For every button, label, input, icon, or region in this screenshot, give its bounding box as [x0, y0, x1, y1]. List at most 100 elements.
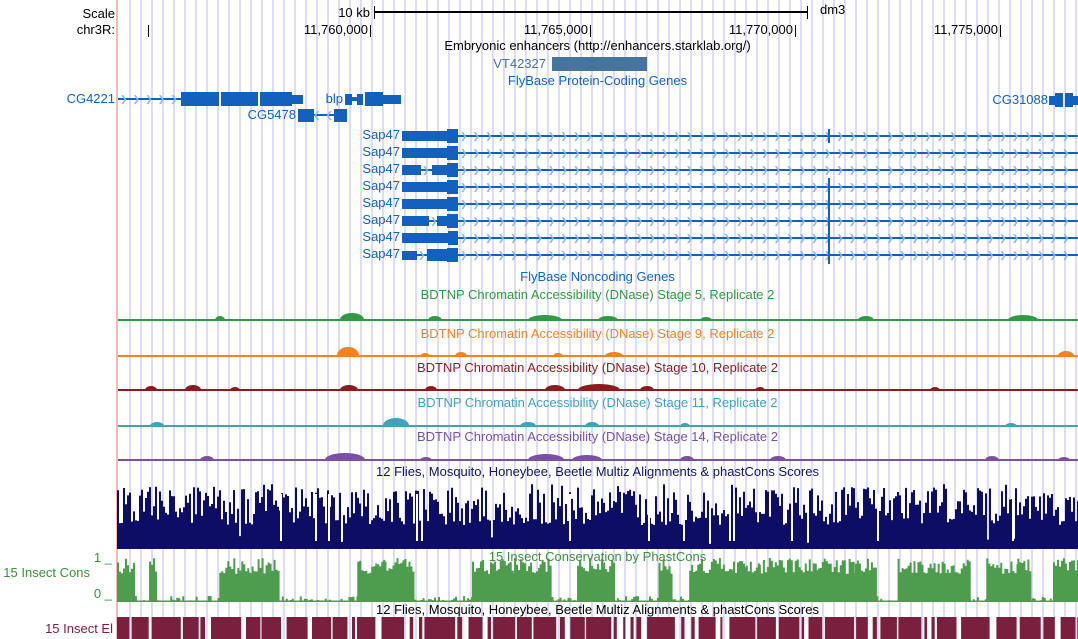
gene-exon-sap47[interactable]	[432, 165, 447, 175]
wiggle-peak-bdtnp-1[interactable]	[553, 353, 563, 357]
wiggle-baseline-bdtnp-1[interactable]	[118, 355, 1078, 357]
wiggle-peak-bdtnp-2[interactable]	[930, 387, 940, 391]
gene-exon-blp[interactable]	[383, 94, 401, 104]
gene-exon-sap47-distal[interactable]	[828, 195, 830, 213]
gene-exon-sap47[interactable]	[447, 163, 458, 177]
wiggle-peak-bdtnp-0[interactable]	[340, 313, 364, 321]
wiggle-peak-bdtnp-4[interactable]	[770, 456, 786, 461]
wiggle-peak-bdtnp-3[interactable]	[383, 418, 409, 427]
wiggle-peak-bdtnp-1[interactable]	[337, 347, 359, 357]
gene-label-cg4221[interactable]: CG4221	[66, 91, 115, 106]
gene-intron-cg5478[interactable]	[314, 114, 334, 116]
insect-elements-track[interactable]	[117, 617, 1078, 639]
gene-label-sap47[interactable]: Sap47	[362, 195, 400, 210]
gene-exon-sap47-distal[interactable]	[828, 129, 830, 143]
wiggle-peak-bdtnp-3[interactable]	[150, 422, 164, 427]
gene-exon-sap47[interactable]	[448, 231, 458, 245]
wiggle-peak-bdtnp-4[interactable]	[200, 456, 214, 461]
wiggle-peak-bdtnp-4[interactable]	[1058, 457, 1070, 461]
gene-exon-cg31088[interactable]	[1073, 95, 1078, 105]
gene-exon-sap47[interactable]	[402, 131, 447, 141]
gene-exon-sap47[interactable]	[402, 199, 447, 209]
wiggle-peak-bdtnp-3[interactable]	[520, 422, 536, 427]
gene-exon-sap47[interactable]	[402, 165, 421, 175]
gene-exon-cg31088[interactable]	[1049, 95, 1055, 105]
gene-intron-sap47[interactable]	[402, 169, 458, 171]
gene-exon-cg4221[interactable]	[292, 94, 303, 104]
gene-exon-sap47[interactable]	[437, 216, 447, 226]
gene-exon-sap47[interactable]	[402, 233, 448, 243]
enhancer-item-label[interactable]: VT42327	[493, 56, 546, 71]
gene-exon-blp[interactable]	[357, 93, 363, 105]
gene-label-sap47[interactable]: Sap47	[362, 161, 400, 176]
coordinate-label[interactable]: 11,775,000	[933, 22, 998, 37]
wiggle-peak-bdtnp-4[interactable]	[325, 453, 365, 461]
gene-intron-sap47[interactable]	[458, 152, 1078, 154]
gene-exon-cg5478[interactable]	[334, 108, 347, 122]
wiggle-peak-bdtnp-0[interactable]	[215, 316, 225, 321]
gene-intron-sap47[interactable]	[458, 186, 1078, 188]
wiggle-peak-bdtnp-2[interactable]	[640, 386, 654, 391]
gene-exon-cg31088[interactable]	[1055, 93, 1063, 107]
wiggle-peak-bdtnp-2[interactable]	[185, 385, 201, 391]
wiggle-peak-bdtnp-0[interactable]	[528, 315, 562, 321]
phastcons-left-label[interactable]: 15 Insect Cons	[3, 565, 90, 580]
gene-exon-cg31088[interactable]	[1065, 93, 1073, 107]
wiggle-peak-bdtnp-4[interactable]	[528, 454, 564, 461]
gene-exon-sap47-distal[interactable]	[828, 178, 830, 196]
gene-exon-cg4221[interactable]	[260, 92, 292, 106]
gene-exon-sap47[interactable]	[427, 249, 447, 261]
gene-label-sap47[interactable]: Sap47	[362, 178, 400, 193]
wiggle-peak-bdtnp-2[interactable]	[230, 387, 240, 391]
wiggle-peak-bdtnp-0[interactable]	[700, 317, 712, 321]
gene-exon-blp[interactable]	[345, 93, 352, 105]
coordinate-tick[interactable]	[1000, 25, 1001, 37]
wiggle-peak-bdtnp-4[interactable]	[680, 456, 694, 461]
gene-exon-sap47[interactable]	[402, 148, 447, 158]
gene-label-sap47[interactable]: Sap47	[362, 144, 400, 159]
gene-exon-sap47-distal[interactable]	[828, 212, 830, 230]
wiggle-peak-bdtnp-0[interactable]	[1008, 315, 1038, 321]
wiggle-peak-bdtnp-4[interactable]	[420, 457, 432, 461]
insect-elements-left-label[interactable]: 15 Insect El	[45, 621, 113, 636]
wiggle-peak-bdtnp-2[interactable]	[578, 384, 620, 391]
wiggle-peak-bdtnp-2[interactable]	[545, 385, 565, 391]
gene-exon-sap47[interactable]	[447, 197, 458, 211]
gene-intron-sap47[interactable]	[458, 237, 1078, 239]
gene-exon-sap47[interactable]	[402, 182, 447, 192]
wiggle-peak-bdtnp-3[interactable]	[585, 422, 599, 427]
gene-exon-sap47[interactable]	[402, 250, 417, 260]
gene-exon-sap47[interactable]	[447, 146, 458, 160]
gene-intron-sap47[interactable]	[458, 254, 1078, 256]
gene-label-sap47[interactable]: Sap47	[362, 246, 400, 261]
gene-exon-cg4221[interactable]	[181, 92, 219, 106]
gene-label-cg5478[interactable]: CG5478	[247, 107, 296, 122]
wiggle-peak-bdtnp-1[interactable]	[1058, 351, 1074, 357]
wiggle-peak-bdtnp-3[interactable]	[1005, 423, 1017, 427]
gene-intron-sap47[interactable]	[458, 135, 1078, 137]
gene-exon-sap47-distal[interactable]	[828, 246, 830, 264]
gene-intron-sap47[interactable]	[402, 220, 458, 222]
wiggle-peak-bdtnp-2[interactable]	[340, 385, 358, 391]
wiggle-peak-bdtnp-1[interactable]	[605, 352, 623, 357]
gene-exon-sap47[interactable]	[447, 129, 458, 143]
wiggle-peak-bdtnp-2[interactable]	[755, 387, 765, 391]
wiggle-peak-bdtnp-1[interactable]	[455, 352, 467, 357]
gene-exon-cg5478[interactable]	[298, 108, 314, 122]
coordinate-label[interactable]: 11,760,000	[303, 22, 368, 37]
phastcons-conservation-track[interactable]	[117, 556, 1078, 602]
gene-intron-sap47[interactable]	[458, 169, 1078, 171]
wiggle-peak-bdtnp-0[interactable]	[858, 316, 874, 321]
gene-label-sap47[interactable]: Sap47	[362, 229, 400, 244]
gene-exon-blp[interactable]	[352, 97, 357, 101]
gene-label-sap47[interactable]: Sap47	[362, 212, 400, 227]
gene-label-sap47[interactable]: Sap47	[362, 127, 400, 142]
gene-intron-sap47[interactable]	[458, 220, 1078, 222]
gene-exon-sap47-distal[interactable]	[828, 229, 830, 247]
coordinate-label[interactable]: 11,765,000	[523, 22, 588, 37]
coordinate-tick[interactable]	[370, 25, 371, 37]
gene-exon-sap47[interactable]	[402, 216, 429, 226]
gene-intron-sap47[interactable]	[458, 203, 1078, 205]
enhancer-item-box[interactable]	[552, 57, 647, 71]
gene-exon-sap47[interactable]	[447, 214, 458, 228]
